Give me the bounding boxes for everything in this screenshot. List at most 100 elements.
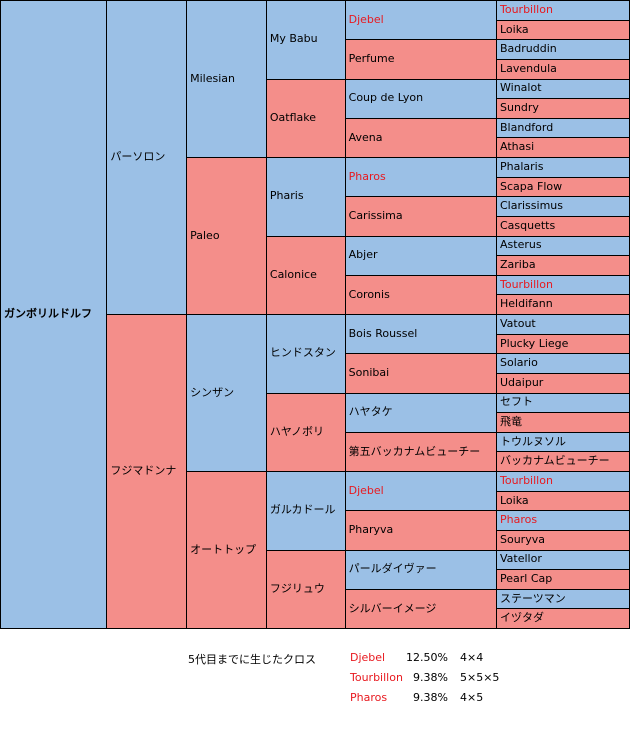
dam-gen4-cell: Avena bbox=[344, 117, 498, 159]
cross-percent: 9.38% bbox=[413, 691, 448, 704]
dam-gen5-cell: Loika bbox=[496, 490, 630, 512]
sire-gen4-cell: Pharos bbox=[344, 156, 498, 198]
dam-gen3-cell: Calonice bbox=[265, 235, 346, 315]
dam-gen5-cell: Scapa Flow bbox=[496, 176, 630, 198]
cross-percent: 9.38% bbox=[413, 671, 448, 684]
cross-pattern: 4×5 bbox=[460, 691, 484, 704]
dam-gen4-cell: シルバーイメージ bbox=[344, 588, 498, 630]
cross-name: Pharos bbox=[350, 691, 388, 704]
dam-gen4-cell: 第五バッカナムビューチー bbox=[344, 431, 498, 473]
sire-gen3-cell: My Babu bbox=[265, 0, 346, 80]
dam-gen3-cell: Oatflake bbox=[265, 78, 346, 158]
sire-gen4-cell: Bois Roussel bbox=[344, 313, 498, 355]
dam-gen3-cell: ハヤノボリ bbox=[265, 392, 346, 472]
dam-gen2-cell: オートトップ bbox=[186, 471, 267, 629]
sire-gen5-cell: トウルヌソル bbox=[496, 431, 630, 453]
pedigree-row: Coronis Tourbillon bbox=[1, 274, 630, 316]
dam-gen5-cell: Udaipur bbox=[496, 372, 630, 394]
sire-gen1-cell: パーソロン bbox=[106, 0, 188, 315]
dam-gen5-cell: Sundry bbox=[496, 98, 630, 119]
sire-gen3-cell: ガルカドール bbox=[265, 471, 346, 551]
cross-row: Pharos 9.38% 4×5 bbox=[188, 688, 528, 708]
sire-gen5-cell: Badruddin bbox=[496, 39, 630, 60]
sire-gen5-cell: Pharos bbox=[496, 510, 630, 531]
sire-gen4-cell: Djebel bbox=[344, 470, 498, 512]
pedigree-row: Pharyva Pharos bbox=[1, 510, 630, 551]
sire-gen5-cell: Tourbillon bbox=[496, 0, 630, 21]
cross-row: 5代目までに生じたクロス Djebel 12.50% 4×4 bbox=[188, 648, 528, 668]
pedigree-row: ハヤノボリ ハヤタケ セフト bbox=[1, 392, 630, 472]
sire-gen5-cell: Phalaris bbox=[496, 157, 630, 178]
pedigree-table: ガンボリルドルフ パーソロン Milesian My Babu Djebel Tourbi… bbox=[0, 0, 630, 630]
cross-row: Tourbillon 9.38% 5×5×5 bbox=[188, 668, 528, 688]
sire-gen4-cell: Djebel bbox=[344, 0, 498, 41]
sire-gen3-cell: ヒンドスタン bbox=[265, 314, 346, 394]
dam-gen5-cell: Athasi bbox=[496, 137, 630, 158]
dam-gen5-cell: Pearl Cap bbox=[496, 569, 630, 590]
sire-gen5-cell: Vatellor bbox=[496, 549, 630, 571]
sire-gen5-cell: Blandford bbox=[496, 117, 630, 139]
sire-gen5-cell: Tourbillon bbox=[496, 274, 630, 296]
pedigree-body: ガンボリルドルフ パーソロン Milesian My Babu Djebel Tourbi… bbox=[0, 0, 630, 630]
dam-gen5-cell: イヅタダ bbox=[496, 608, 630, 629]
pedigree-row: シルバーイメージ ステーツマン bbox=[1, 588, 630, 630]
sire-gen4-cell: ハヤタケ bbox=[344, 392, 498, 433]
dam-gen4-cell: Perfume bbox=[344, 39, 498, 80]
pedigree-row: Perfume Badruddin bbox=[1, 39, 630, 80]
sire-gen4-cell: Coup de Lyon bbox=[344, 78, 498, 119]
sire-gen4-cell: Abjer bbox=[344, 235, 498, 276]
dam-gen1-cell: フジマドンナ bbox=[106, 314, 188, 629]
sire-gen3-cell: Pharis bbox=[265, 157, 346, 237]
sire-gen5-cell: Asterus bbox=[496, 235, 630, 257]
dam-gen5-cell: Heldifann bbox=[496, 294, 630, 315]
sire-gen5-cell: ステーツマン bbox=[496, 588, 630, 610]
pedigree-row: ガンボリルドルフ パーソロン Milesian My Babu Djebel Tourbi… bbox=[0, 0, 630, 629]
pedigree-row: Scapa Flow bbox=[1, 176, 630, 198]
dam-gen5-cell: 飛竜 bbox=[496, 412, 630, 433]
cross-percent: 12.50% bbox=[406, 651, 448, 664]
pedigree-row: Oatflake Coup de Lyon Winalot bbox=[1, 78, 630, 158]
dam-gen5-cell: Casquetts bbox=[496, 215, 630, 237]
pedigree-row: Calonice Abjer Asterus bbox=[1, 235, 630, 315]
sire-gen2-cell: シンザン bbox=[186, 314, 267, 472]
dam-gen4-cell: Pharyva bbox=[344, 510, 498, 551]
sire-gen5-cell: Tourbillon bbox=[496, 471, 630, 492]
pedigree-row: Lavendula bbox=[1, 58, 630, 80]
sire-gen5-cell: セフト bbox=[496, 392, 630, 414]
pedigree-row: Athasi bbox=[1, 137, 630, 158]
pedigree-row: Loika bbox=[1, 19, 630, 41]
dam-gen4-cell: Carissima bbox=[344, 196, 498, 237]
sire-gen2-cell: Milesian bbox=[186, 0, 267, 158]
pedigree-row: Paleo Pharis Pharos Phalaris bbox=[1, 156, 630, 315]
cross-pattern: 4×4 bbox=[460, 651, 484, 664]
pedigree-row: Souryva bbox=[1, 529, 630, 551]
dam-gen5-cell: バッカナムビューチー bbox=[496, 451, 630, 472]
sire-gen5-cell: Winalot bbox=[496, 78, 630, 100]
pedigree-row: オートトップ ガルカドール Djebel Tourbillon bbox=[1, 470, 630, 629]
crosses-label: 5代目までに生じたクロス bbox=[188, 653, 316, 666]
dam-gen5-cell: Souryva bbox=[496, 529, 630, 551]
inbreeding-crosses: 5代目までに生じたクロス Djebel 12.50% 4×4 Tourbillo… bbox=[188, 648, 528, 708]
sire-gen4-cell: パールダイヴァー bbox=[344, 549, 498, 590]
dam-gen3-cell: フジリュウ bbox=[265, 549, 346, 629]
dam-gen5-cell: Plucky Liege bbox=[496, 333, 630, 355]
dam-gen2-cell: Paleo bbox=[186, 157, 267, 315]
cross-name: Tourbillon bbox=[350, 671, 403, 684]
dam-gen4-cell: Sonibai bbox=[344, 353, 498, 394]
cross-pattern: 5×5×5 bbox=[460, 671, 500, 684]
pedigree-row: イヅタダ bbox=[1, 608, 630, 629]
pedigree-row: Sundry bbox=[1, 98, 630, 119]
pedigree-row: 第五バッカナムビューチー トウルヌソル bbox=[1, 431, 630, 473]
subject-horse: ガンボリルドルフ bbox=[0, 0, 108, 629]
pedigree-row: フジリュウ パールダイヴァー Vatellor bbox=[1, 549, 630, 629]
sire-gen5-cell: Clarissimus bbox=[496, 196, 630, 217]
dam-gen5-cell: Loika bbox=[496, 19, 630, 41]
pedigree-row: Sonibai Solario bbox=[1, 353, 630, 394]
sire-gen5-cell: Vatout bbox=[496, 314, 630, 335]
dam-gen5-cell: Lavendula bbox=[496, 58, 630, 80]
cross-name: Djebel bbox=[350, 651, 386, 664]
dam-gen5-cell: Zariba bbox=[496, 255, 630, 276]
sire-gen5-cell: Solario bbox=[496, 353, 630, 374]
pedigree-row: Plucky Liege bbox=[1, 333, 630, 355]
dam-gen4-cell: Coronis bbox=[344, 274, 498, 316]
